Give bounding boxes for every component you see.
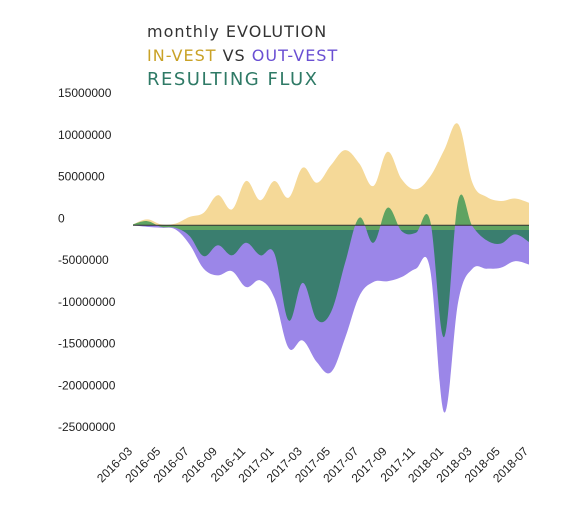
title-vs: VS [216, 46, 252, 65]
series-flux-area-positive [133, 194, 529, 230]
chart-title-line2: IN-VEST VS OUT-VEST [147, 46, 338, 65]
y-tick-label: 10000000 [58, 128, 112, 142]
y-tick-label: -25000000 [58, 420, 116, 434]
y-tick-label: 5000000 [58, 170, 105, 184]
y-tick-label: -10000000 [58, 295, 116, 309]
y-tick-label: 15000000 [58, 86, 112, 100]
plot-areas [133, 123, 529, 413]
y-tick-label: -15000000 [58, 337, 116, 351]
chart-title-line1: monthly EVOLUTION [147, 22, 328, 41]
y-tick-label: -5000000 [58, 253, 109, 267]
series-invest-area [133, 123, 529, 226]
x-axis: 2016-032016-052016-072016-092016-112017-… [94, 444, 531, 485]
title-outvest: OUT-VEST [251, 46, 339, 65]
y-tick-label: 0 [58, 211, 65, 225]
series-outvest-area [133, 225, 529, 413]
series-flux-area-negative [181, 230, 529, 338]
chart-title-line3: RESULTING FLUX [147, 69, 319, 90]
title-invest: IN-VEST [147, 46, 217, 65]
y-tick-label: -20000000 [58, 378, 116, 392]
y-axis: 15000000 10000000 5000000 0 -5000000 -1000000… [58, 86, 116, 434]
